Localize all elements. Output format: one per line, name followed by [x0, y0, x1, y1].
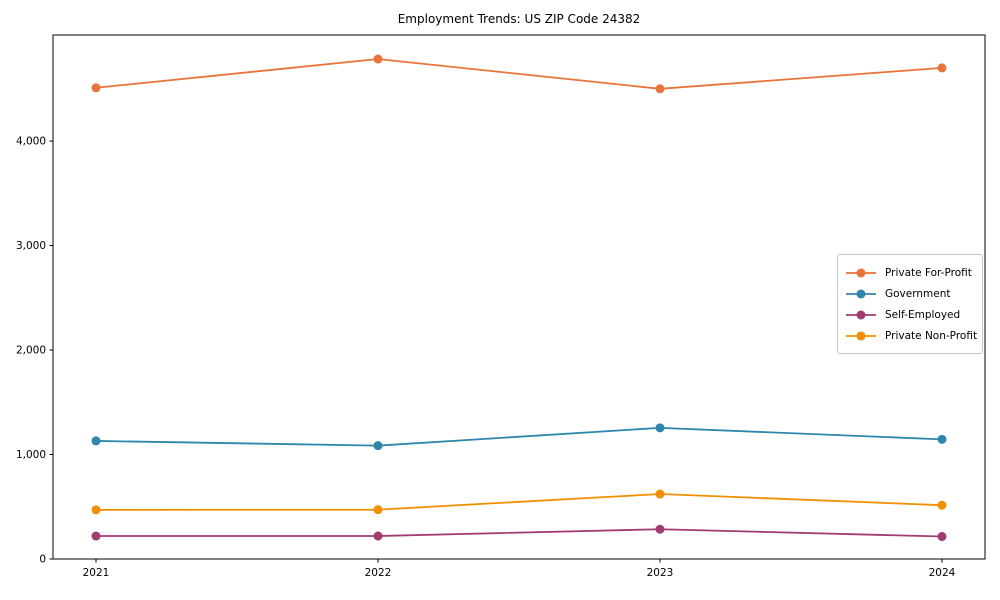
line-marker-icon [846, 289, 876, 298]
axes-box [52, 34, 986, 560]
line-marker-icon [846, 331, 876, 340]
data-point [91, 83, 101, 93]
x-tick-label: 2024 [929, 567, 956, 579]
x-tick-label: 2023 [647, 567, 674, 579]
data-point [373, 531, 383, 541]
x-tick-label: 2022 [365, 567, 392, 579]
data-point [937, 63, 947, 73]
data-point [91, 436, 101, 446]
data-point [655, 84, 665, 94]
legend-item: Self-Employed [846, 304, 974, 325]
data-point [937, 532, 947, 542]
legend-item: Government [846, 283, 974, 304]
legend-label: Government [885, 287, 951, 300]
data-point [937, 500, 947, 510]
series-line [95, 493, 943, 511]
data-point [373, 441, 383, 451]
line-marker-icon [846, 268, 876, 277]
legend-label: Self-Employed [885, 308, 961, 321]
legend-label: Private For-Profit [885, 266, 972, 279]
legend-label: Private Non-Profit [885, 329, 978, 342]
data-point [655, 489, 665, 499]
data-point [655, 423, 665, 433]
legend-item: Private For-Profit [846, 262, 974, 283]
x-tick-label: 2021 [83, 567, 110, 579]
data-point [373, 505, 383, 515]
legend: Private For-Profit Government Self-Emplo… [837, 254, 983, 354]
series-line [95, 528, 943, 538]
data-point [91, 505, 101, 515]
y-tick-label: 0 [39, 554, 46, 566]
series-line [95, 426, 943, 447]
series-line [95, 58, 943, 90]
line-marker-icon [846, 310, 876, 319]
data-point [655, 524, 665, 534]
y-tick-label: 2,000 [16, 345, 46, 357]
y-tick-label: 1,000 [16, 449, 46, 461]
data-point [91, 531, 101, 541]
chart-title: Employment Trends: US ZIP Code 24382 [397, 12, 641, 26]
legend-item: Private Non-Profit [846, 325, 978, 346]
y-tick-label: 3,000 [16, 240, 46, 252]
data-point [937, 434, 947, 444]
data-point [373, 54, 383, 64]
y-tick-label: 4,000 [16, 136, 46, 148]
